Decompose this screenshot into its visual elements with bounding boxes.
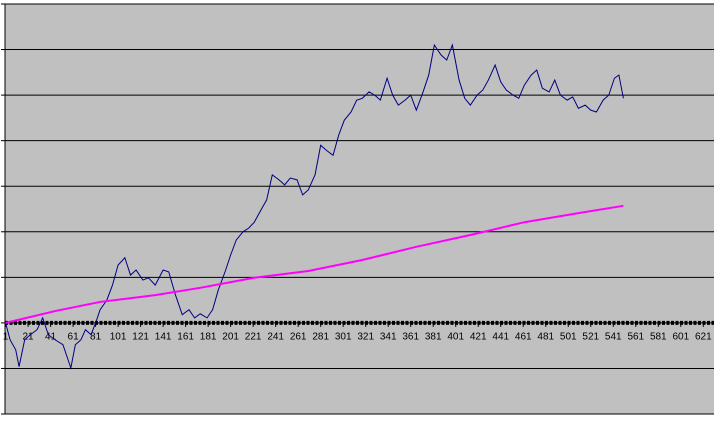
x-tick-label: 201 bbox=[222, 332, 239, 343]
x-tick-label: 301 bbox=[335, 332, 352, 343]
x-tick-label: 321 bbox=[357, 332, 374, 343]
x-tick-label: 501 bbox=[560, 332, 577, 343]
x-tick-label: 481 bbox=[537, 332, 554, 343]
x-tick-label: 461 bbox=[515, 332, 532, 343]
series-line bbox=[5, 204, 624, 324]
x-tick-label: 361 bbox=[402, 332, 419, 343]
x-tick-label: 441 bbox=[492, 332, 509, 343]
x-tick-label: 521 bbox=[582, 332, 599, 343]
x-tick-label: 81 bbox=[90, 332, 102, 343]
x-tick-label: 621 bbox=[695, 332, 712, 343]
x-tick-label: 341 bbox=[380, 332, 397, 343]
x-tick-label: 141 bbox=[155, 332, 172, 343]
x-tick-label: 381 bbox=[425, 332, 442, 343]
x-tick-label: 1 bbox=[3, 332, 9, 343]
x-tick-label: 541 bbox=[605, 332, 622, 343]
x-tick-label: 261 bbox=[290, 332, 307, 343]
x-tick-label: 121 bbox=[132, 332, 149, 343]
x-tick-label: 601 bbox=[672, 332, 689, 343]
x-tick-label: 221 bbox=[245, 332, 262, 343]
x-tick-label: 241 bbox=[267, 332, 284, 343]
x-tick-label: 181 bbox=[200, 332, 217, 343]
x-tick-label: 101 bbox=[110, 332, 127, 343]
x-tick-label: 401 bbox=[447, 332, 464, 343]
x-tick-label: 581 bbox=[650, 332, 667, 343]
plot-area bbox=[5, 4, 714, 414]
x-tick-label: 281 bbox=[312, 332, 329, 343]
x-tick-label: 161 bbox=[177, 332, 194, 343]
series-line bbox=[5, 43, 624, 370]
x-tick-label: 61 bbox=[68, 332, 80, 343]
x-tick-label: 561 bbox=[627, 332, 644, 343]
x-tick-label: 421 bbox=[470, 332, 487, 343]
